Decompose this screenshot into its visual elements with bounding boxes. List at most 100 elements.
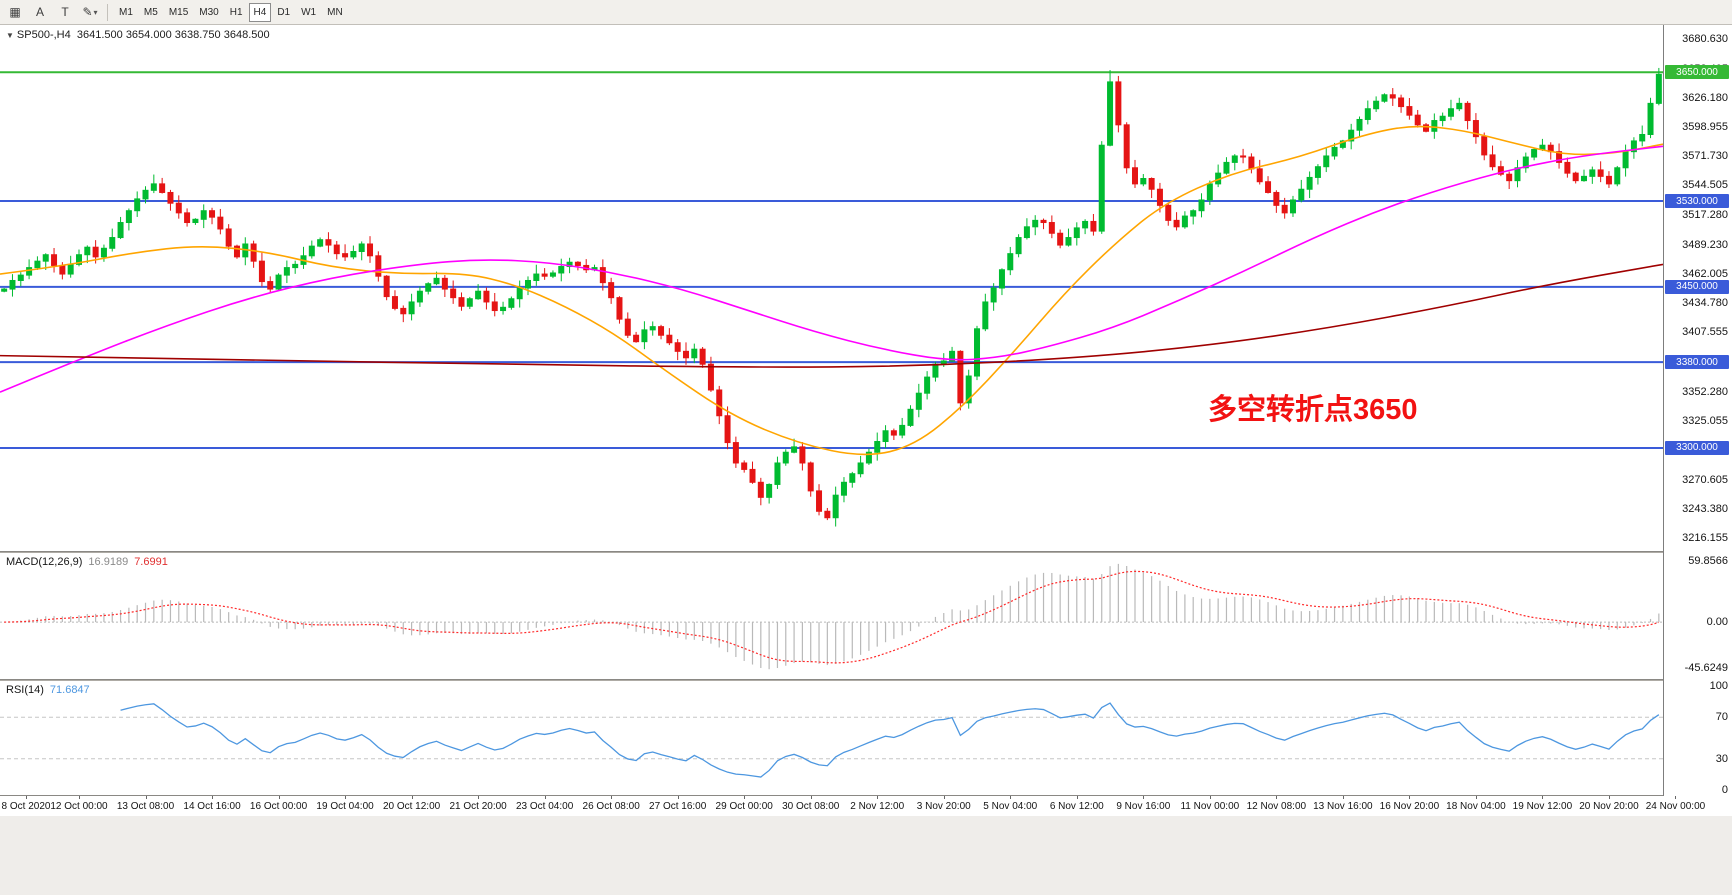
time-axis-label: 19 Oct 04:00 <box>316 801 374 812</box>
timeframe-w1-button[interactable]: W1 <box>301 6 317 18</box>
price-axis-label: 3407.555 <box>1682 326 1728 339</box>
time-axis-label: 24 Nov 00:00 <box>1645 801 1706 812</box>
time-axis-tick <box>1276 796 1278 799</box>
toolbar-tool-icons: ▦ A T ✎ ▾ <box>4 2 101 22</box>
macd-axis-label: -45.6249 <box>1684 662 1728 675</box>
rsi-label: RSI(14) 71.6847 <box>6 684 90 696</box>
timeframe-m1-button[interactable]: M1 <box>119 6 133 18</box>
price-axis-label: 3626.180 <box>1682 91 1728 104</box>
ma-fast-line <box>0 125 1663 456</box>
time-axis-tick <box>1542 796 1544 799</box>
macd-histogram <box>11 563 1660 670</box>
window-empty-area <box>0 816 1732 895</box>
symbol-period-label: SP500-,H4 <box>16 29 71 41</box>
price-axis-label: 3434.780 <box>1682 297 1728 310</box>
close-value: 3648.500 <box>223 29 270 41</box>
time-axis-label: 26 Oct 08:00 <box>582 801 640 812</box>
time-axis-label: 13 Oct 08:00 <box>116 801 175 812</box>
price-level-tag: 3380.000 <box>1665 355 1729 370</box>
macd-signal-line <box>4 570 1659 664</box>
timeframe-m30-button[interactable]: M30 <box>199 6 219 18</box>
time-axis-tick <box>877 796 879 799</box>
time-axis-label: 12 Oct 00:00 <box>50 801 108 812</box>
time-axis-tick <box>1342 796 1344 799</box>
price-axis-label: 3270.605 <box>1682 473 1728 486</box>
timeframe-d1-button[interactable]: D1 <box>277 6 291 18</box>
chart-layout-icon[interactable]: ▦ <box>9 5 21 19</box>
time-axis-tick <box>1675 796 1677 799</box>
time-axis-tick <box>1608 796 1610 799</box>
time-axis-tick <box>611 796 613 799</box>
time-axis-label: 19 Nov 12:00 <box>1512 801 1573 812</box>
chart-text-annotation[interactable]: 多空转折点3650 <box>1208 394 1418 426</box>
candles <box>1 67 1662 527</box>
panel-separator[interactable] <box>0 679 1732 681</box>
price-axis-label: 3325.055 <box>1682 415 1728 428</box>
time-axis-label: 16 Oct 00:00 <box>249 801 308 812</box>
time-axis-label: 16 Nov 20:00 <box>1379 801 1440 812</box>
price-axis-label: 3243.380 <box>1682 502 1728 515</box>
price-axis-label: 3216.155 <box>1682 531 1728 544</box>
timeframe-button-group: M1 M5 M15 M30 H1 H4 D1 W1 MN <box>114 2 348 22</box>
price-axis-label: 3489.230 <box>1682 238 1728 251</box>
price-axis[interactable]: 3680.6303653.4053626.1803598.9553571.730… <box>1663 25 1732 796</box>
time-axis[interactable]: 8 Oct 2020 12 Oct 00:00 13 Oct 08:00 14 Oct… <box>0 796 1705 816</box>
price-axis-label: 3517.280 <box>1682 208 1728 221</box>
timeframe-m15-button[interactable]: M15 <box>168 6 189 18</box>
time-axis-tick <box>478 796 480 799</box>
rsi-line <box>120 702 1660 778</box>
rsi-indicator-panel[interactable] <box>0 681 1663 795</box>
open-value: 3641.500 <box>76 29 123 41</box>
time-axis-tick <box>345 796 347 799</box>
price-level-tag: 3300.000 <box>1665 440 1729 455</box>
rsi-axis-label: 30 <box>1715 752 1728 765</box>
template-tool-icon[interactable]: T <box>61 5 69 19</box>
price-axis-label: 3571.730 <box>1682 150 1728 163</box>
time-axis-label: 27 Oct 16:00 <box>649 801 707 812</box>
macd-label: MACD(12,26,9) 16.9189 7.6991 <box>6 556 168 568</box>
main-price-chart[interactable] <box>0 25 1663 551</box>
price-level-tag: 3450.000 <box>1665 279 1729 294</box>
time-axis-tick <box>1143 796 1145 799</box>
macd-axis-label: 59.8566 <box>1688 555 1728 568</box>
high-value: 3654.000 <box>125 29 172 41</box>
text-annotation-tool-icon[interactable]: A <box>35 5 44 19</box>
chart-symbol-header: ▼ SP500-,H4 3641.500 3654.000 3638.750 36… <box>6 29 270 41</box>
timeframe-h4-button[interactable]: H4 <box>248 2 272 22</box>
draw-style-tool-icon[interactable]: ✎ ▾ <box>82 5 98 19</box>
panel-separator[interactable] <box>0 551 1732 553</box>
timeframe-m5-button[interactable]: M5 <box>143 6 158 18</box>
timeframe-mn-button[interactable]: MN <box>327 6 343 18</box>
time-axis-label: 14 Oct 16:00 <box>183 801 241 812</box>
time-axis-label: 20 Nov 20:00 <box>1579 801 1639 812</box>
low-value: 3638.750 <box>174 29 221 41</box>
ma-slow-line <box>0 145 1663 393</box>
time-axis-label: 5 Nov 04:00 <box>983 801 1038 812</box>
time-axis-label: 30 Oct 08:00 <box>782 801 840 812</box>
collapse-triangle-icon[interactable]: ▼ <box>6 31 14 40</box>
time-axis-tick <box>278 796 280 799</box>
time-axis-label: 8 Oct 2020 <box>1 801 51 812</box>
time-axis-tick <box>1076 796 1078 799</box>
price-axis-label: 3598.955 <box>1682 121 1728 134</box>
time-axis-label: 20 Oct 12:00 <box>382 801 441 812</box>
time-axis-tick <box>744 796 746 799</box>
time-axis-tick <box>1475 796 1477 799</box>
top-toolbar: ▦ A T ✎ ▾ M1 M5 M15 M30 H1 H4 D1 W1 MN <box>0 0 1732 25</box>
ma-long-line <box>0 263 1663 368</box>
rsi-axis-label: 70 <box>1715 711 1728 724</box>
macd-indicator-panel[interactable] <box>0 553 1663 679</box>
time-axis-tick <box>1209 796 1211 799</box>
time-axis-tick <box>145 796 147 799</box>
time-axis-label: 21 Oct 20:00 <box>449 801 507 812</box>
time-axis-tick <box>411 796 413 799</box>
time-axis-tick <box>78 796 80 799</box>
time-axis-label: 11 Nov 00:00 <box>1180 801 1240 812</box>
time-axis-label: 6 Nov 12:00 <box>1049 801 1104 812</box>
price-level-tag: 3650.000 <box>1665 65 1729 80</box>
toolbar-separator <box>107 3 108 21</box>
time-axis-tick <box>810 796 812 799</box>
timeframe-h1-button[interactable]: H1 <box>229 6 243 18</box>
time-axis-tick <box>1409 796 1411 799</box>
